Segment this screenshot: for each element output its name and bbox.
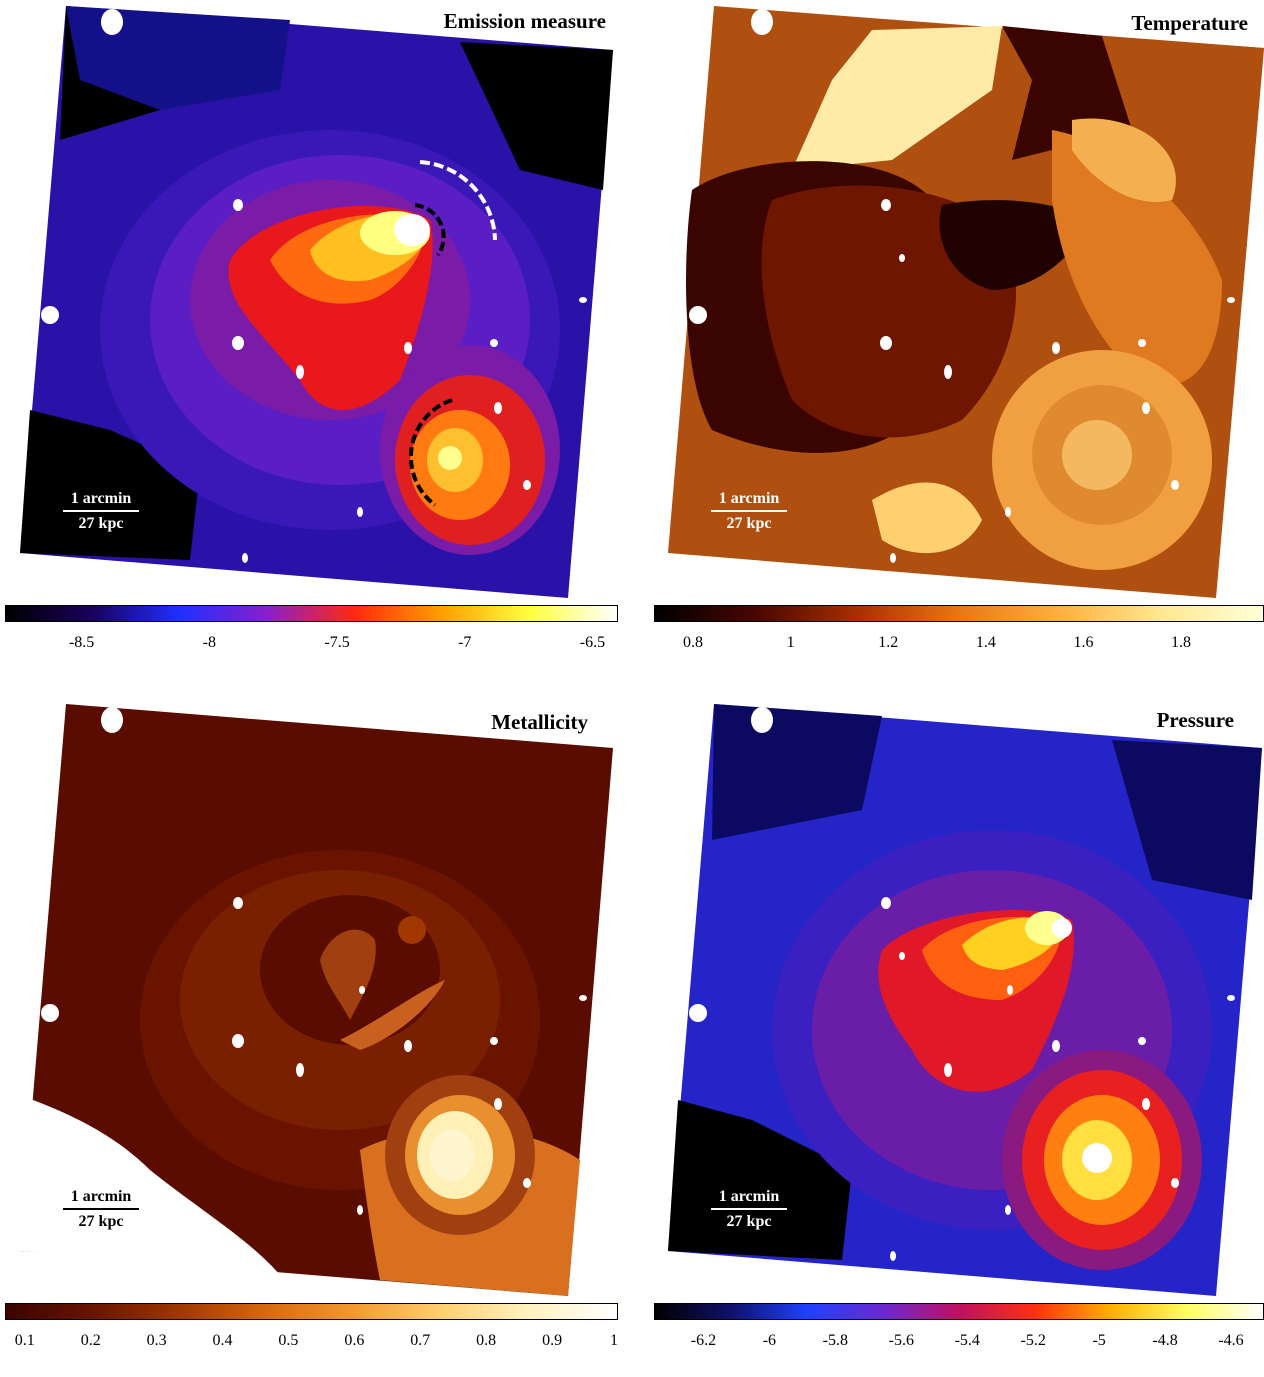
colorbar-tick-label: 0.7: [410, 1332, 431, 1349]
colorbar-tick-label: -4.6: [1218, 1332, 1244, 1349]
colorbar-tick-label: -7: [458, 634, 472, 651]
colorbar-tick-label: 1: [610, 1332, 618, 1349]
panel-title: Metallicity: [491, 710, 588, 734]
colorbar: [5, 1303, 618, 1320]
colorbar-ticks: 0.1 0.2 0.3 0.4 0.5 0.6 0.7 0.8 0.9 1: [5, 1332, 618, 1354]
colorbar-tick-label: 0.1: [14, 1332, 35, 1349]
colorbar-tick-label: -6.2: [690, 1332, 717, 1349]
colorbar-tick-label: -6: [762, 1332, 777, 1349]
colorbar-tick-label: 0.2: [80, 1332, 101, 1349]
panel-title: Pressure: [1156, 708, 1234, 732]
colorbar-tick-label: 1.4: [975, 634, 996, 651]
temperature-map: [668, 6, 1264, 598]
colorbar-tick-label: -6.5: [579, 634, 606, 651]
scale-bar-bottom-label: 27 kpc: [78, 515, 124, 532]
scale-bar-top-label: 1 arcmin: [70, 1188, 132, 1205]
colorbar-tick-label: 0.5: [278, 1332, 299, 1349]
colorbar-tick-label: -5.4: [954, 1332, 980, 1349]
colorbar: [654, 1303, 1264, 1320]
emission-measure-panel: Emission measure 1 arcmin 27 kpc -8.5 -8-…: [0, 0, 632, 677]
colorbar: [654, 605, 1264, 622]
colorbar-ticks: 0.8 1 1.2 1.4 1.6 1.8: [654, 634, 1264, 656]
panel-title: Emission measure: [443, 9, 606, 33]
scale-bar-bottom-label: 27 kpc: [726, 1213, 772, 1230]
colorbar-tick-label: -8: [202, 634, 216, 651]
scale-bar: 1 arcmin 27 kpc: [60, 1187, 142, 1231]
scale-bar: 1 arcmin 27 kpc: [708, 1187, 790, 1231]
colorbar-tick-label: 1.2: [878, 634, 899, 651]
colorbar-ticks: -8.5 -8 -7.5 -7 -6.5: [5, 634, 618, 656]
colorbar-tick-label: -5: [1092, 1332, 1106, 1349]
scale-bar-line: [711, 510, 787, 512]
scale-bar: 1 arcmin 27 kpc: [708, 489, 790, 533]
colorbar-tick-label: -5.8: [822, 1332, 849, 1349]
scale-bar-line: [711, 1208, 787, 1210]
colorbar-tick-label: 0.8: [476, 1332, 497, 1349]
scale-bar-top-label: 1 arcmin: [718, 1188, 780, 1205]
pressure-panel: Pressure 1 arcmin 27 kpc -6.2 -6 -5.8 -5.6-…: [632, 700, 1264, 1377]
colorbar-tick-label: -4.8: [1152, 1332, 1178, 1349]
scale-bar-line: [63, 1208, 139, 1210]
colorbar-tick-label: -5.6: [888, 1332, 914, 1349]
metallicity-panel: Metallicity 1 arcmin 27 kpc 0.1 0.2 0.3 0.4…: [0, 700, 632, 1377]
colorbar-tick-label: 1.6: [1073, 634, 1094, 651]
scale-bar-bottom-label: 27 kpc: [726, 515, 772, 532]
colorbar-tick-label: 0.6: [344, 1332, 365, 1349]
pressure-map: [668, 704, 1262, 1296]
colorbar-tick-label: 0.3: [146, 1332, 167, 1349]
scale-bar-bottom-label: 27 kpc: [78, 1213, 124, 1230]
scale-bar-top-label: 1 arcmin: [70, 490, 132, 507]
colorbar-ticks: -6.2 -6 -5.8 -5.6 -5.4 -5.2 -5 -4.8 -4.6: [654, 1332, 1264, 1354]
temperature-panel: Temperature 1 arcmin 27 kpc 0.8 1 1.2 1.4 1.…: [632, 0, 1264, 677]
colorbar-tick-label: 0.8: [683, 634, 704, 651]
emission-measure-map: [20, 6, 613, 598]
colorbar-tick-label: -7.5: [324, 634, 350, 651]
metallicity-map: [20, 704, 613, 1296]
panel-title: Temperature: [1131, 11, 1248, 35]
scale-bar: 1 arcmin 27 kpc: [60, 489, 142, 533]
scale-bar-line: [63, 510, 139, 512]
colorbar-tick-label: 1.8: [1171, 634, 1192, 651]
colorbar-tick-label: -8.5: [68, 634, 95, 651]
colorbar-tick-label: 1: [786, 634, 795, 651]
colorbar: [5, 605, 618, 622]
colorbar-tick-label: 0.9: [542, 1332, 563, 1349]
colorbar-tick-label: 0.4: [212, 1332, 233, 1349]
scale-bar-top-label: 1 arcmin: [718, 490, 780, 507]
colorbar-tick-label: -5.2: [1020, 1332, 1046, 1349]
